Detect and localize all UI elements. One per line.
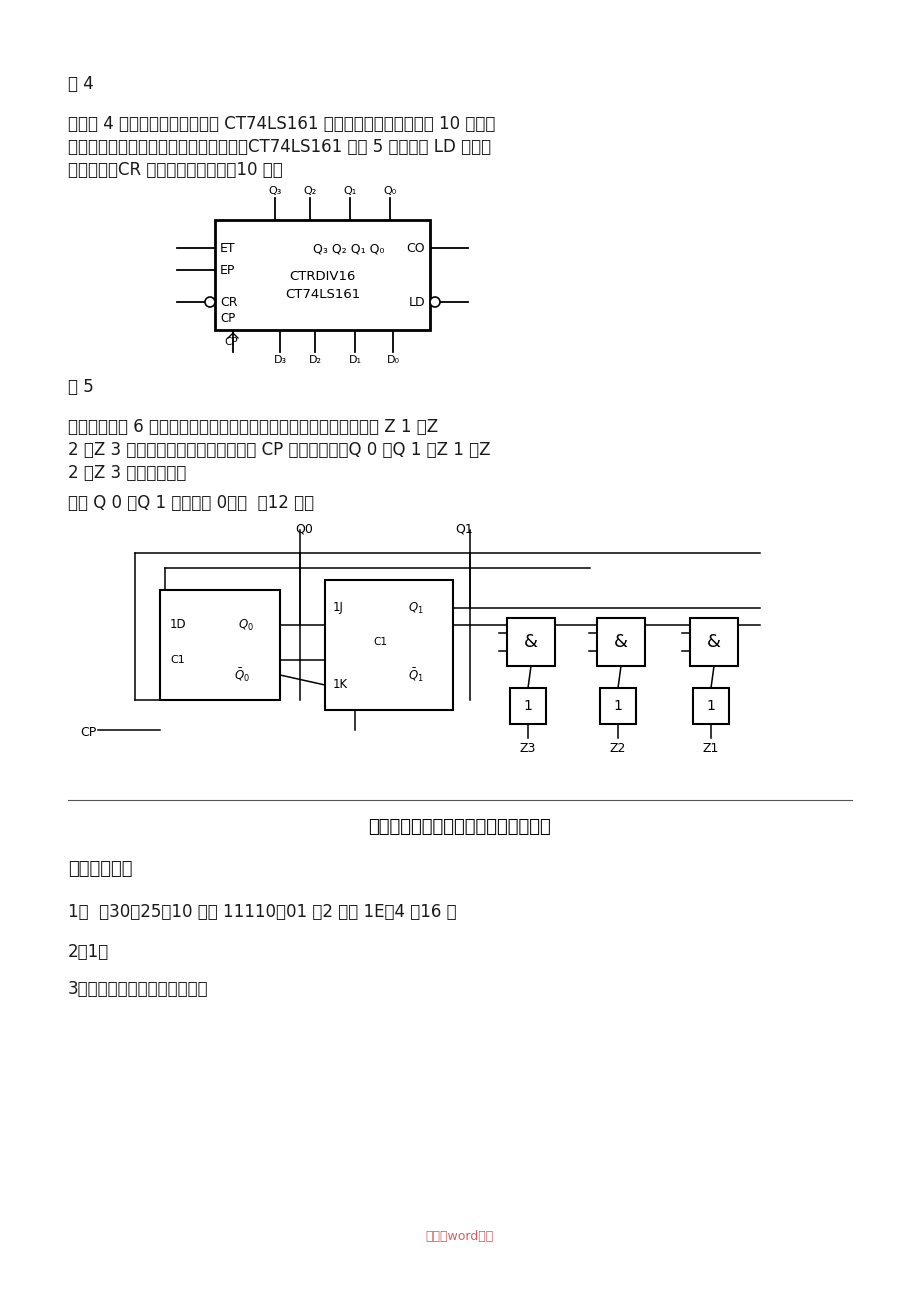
Circle shape (205, 297, 215, 307)
Text: 3．高电平、低电平和高阻态。: 3．高电平、低电平和高阻态。 (68, 980, 209, 999)
Text: 1: 1 (523, 699, 532, 713)
Text: 1．  （30．25）10 ＝（ 11110．01 ）2 ＝（ 1E．4 ）16 。: 1． （30．25）10 ＝（ 11110．01 ）2 ＝（ 1E．4 ）16 … (68, 904, 456, 921)
Text: CP: CP (224, 337, 237, 348)
Text: Q₃ Q₂ Q₁ Q₀: Q₃ Q₂ Q₁ Q₀ (312, 242, 383, 255)
Text: 八、电路如图 6 所示，试写出电路的激励方程，状态转移方程，求出 Z 1 、Z: 八、电路如图 6 所示，试写出电路的激励方程，状态转移方程，求出 Z 1 、Z (68, 418, 437, 436)
Text: D₁: D₁ (348, 355, 361, 365)
Text: &: & (613, 633, 628, 651)
Text: LD: LD (408, 296, 425, 309)
Text: 1D: 1D (170, 618, 187, 631)
Bar (160, 590, 279, 700)
Text: 步置数端，CR 为异步复位端）。（10 分）: 步置数端，CR 为异步复位端）。（10 分） (68, 161, 282, 178)
Text: Q₃: Q₃ (268, 186, 281, 197)
Text: $\mathit{Q}_1$: $\mathit{Q}_1$ (408, 600, 424, 616)
Bar (509, 687, 545, 724)
Text: $\bar{Q}_1$: $\bar{Q}_1$ (408, 667, 424, 684)
Text: 2 、Z 3 的输出波形。: 2 、Z 3 的输出波形。 (68, 464, 187, 482)
Text: &: & (524, 633, 538, 651)
Text: &: & (706, 633, 720, 651)
Bar (324, 579, 452, 710)
Text: Q1: Q1 (455, 522, 472, 535)
Text: Z3: Z3 (519, 742, 536, 755)
Text: 1J: 1J (333, 602, 344, 615)
Text: CP: CP (80, 725, 96, 738)
Text: 整理为word格式: 整理为word格式 (425, 1230, 494, 1243)
Text: CR: CR (220, 296, 237, 309)
Text: D₂: D₂ (308, 355, 321, 365)
Text: CTRDIV16: CTRDIV16 (289, 270, 356, 283)
Bar (689, 618, 737, 667)
Text: 一、填空题：: 一、填空题： (68, 861, 132, 878)
Text: ET: ET (220, 241, 235, 254)
Bar (215, 220, 429, 329)
Text: C1: C1 (373, 637, 387, 647)
Circle shape (429, 297, 439, 307)
Text: Q0: Q0 (295, 522, 312, 535)
Text: 器，要求画出接线图和全状态转换图。（CT74LS161 如图 5 所示，其 LD 端为同: 器，要求画出接线图和全状态转换图。（CT74LS161 如图 5 所示，其 LD… (68, 138, 491, 156)
Text: Q₁: Q₁ (343, 186, 357, 197)
Text: 2．1。: 2．1。 (68, 943, 109, 961)
Text: 数字电子技术基础试题（一）参考答案: 数字电子技术基础试题（一）参考答案 (369, 818, 550, 836)
Bar (596, 618, 644, 667)
Bar (692, 687, 728, 724)
Text: （设 Q 0 、Q 1 的初态为 0。）  （12 分）: （设 Q 0 、Q 1 的初态为 0。） （12 分） (68, 493, 313, 512)
Text: 七、用 4 位二进制计数集成芯片 CT74LS161 采用两种方法实现模値为 10 的计数: 七、用 4 位二进制计数集成芯片 CT74LS161 采用两种方法实现模値为 1… (68, 115, 494, 133)
Text: 图 4: 图 4 (68, 76, 94, 92)
Text: 2 、Z 3 的输出逻辑表达式，并画出在 CP 脉冲作用下，Q 0 、Q 1 、Z 1 、Z: 2 、Z 3 的输出逻辑表达式，并画出在 CP 脉冲作用下，Q 0 、Q 1 、… (68, 441, 490, 460)
Text: Z1: Z1 (702, 742, 719, 755)
Text: Q₂: Q₂ (303, 186, 316, 197)
Bar (599, 687, 635, 724)
Text: D₃: D₃ (273, 355, 286, 365)
Text: $\bar{Q}_0$: $\bar{Q}_0$ (234, 667, 250, 684)
Text: Z2: Z2 (609, 742, 626, 755)
Text: CP: CP (220, 311, 235, 324)
Text: $\mathit{Q}_0$: $\mathit{Q}_0$ (238, 617, 254, 633)
Text: CT74LS161: CT74LS161 (285, 288, 359, 301)
Bar (506, 618, 554, 667)
Text: 1: 1 (706, 699, 715, 713)
Text: D₀: D₀ (386, 355, 399, 365)
Text: EP: EP (220, 263, 235, 276)
Text: 1: 1 (613, 699, 622, 713)
Text: CO: CO (406, 241, 425, 254)
Text: 1K: 1K (333, 678, 347, 691)
Text: 图 5: 图 5 (68, 378, 94, 396)
Text: Q₀: Q₀ (383, 186, 396, 197)
Text: C1: C1 (170, 655, 185, 665)
